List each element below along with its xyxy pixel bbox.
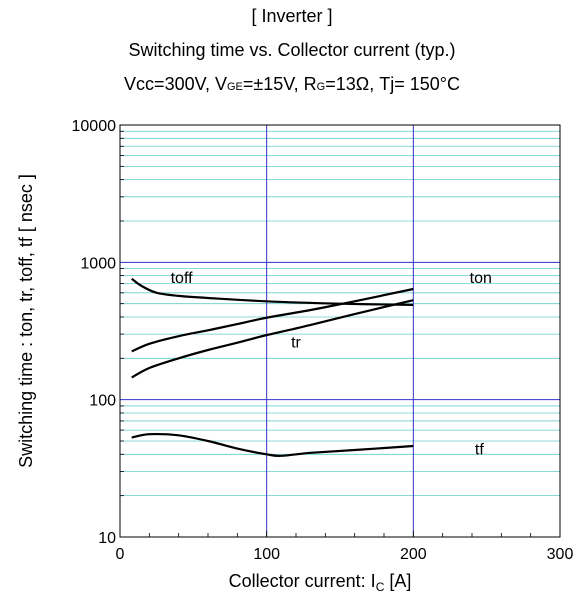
minor-grid xyxy=(120,130,560,497)
axis-ticks xyxy=(119,130,561,537)
chart-conditions: Vcc=300V, VGE=±15V, RG=13Ω, Tj= 150°C xyxy=(0,74,584,95)
series-label-toff: toff xyxy=(171,270,194,287)
series-label-ton: ton xyxy=(470,270,492,287)
x-tick-label: 300 xyxy=(547,546,574,563)
y-tick-label: 1000 xyxy=(80,255,116,272)
y-axis-label: Switching time : ton, tr, toff, tf [ nse… xyxy=(16,174,36,468)
cond-rg-val: =13Ω, Tj= 150°C xyxy=(325,74,460,94)
x-axis-label: Collector current: IC [A] xyxy=(229,571,412,594)
series-label-tr: tr xyxy=(291,335,301,352)
chart-subtitle: Switching time vs. Collector current (ty… xyxy=(128,40,456,60)
x-axis-label-main: Collector current: I xyxy=(229,571,376,591)
tick-labels: 0 100 200 300 10 100 1000 10000 xyxy=(72,118,574,563)
cond-rg-sub: G xyxy=(316,81,326,93)
series-label-tf: tf xyxy=(475,442,484,459)
x-tick-label: 100 xyxy=(253,546,280,563)
x-tick-label: 0 xyxy=(116,546,125,563)
cond-vcc: Vcc=300V, V xyxy=(124,74,227,94)
series-lines xyxy=(131,277,414,457)
x-axis-label-unit: [A] xyxy=(384,571,411,591)
y-tick-label: 10 xyxy=(98,530,116,547)
x-axis-label-sub: C xyxy=(376,580,385,594)
series-line-tr xyxy=(131,299,414,379)
cond-vge-val: =±15V, R xyxy=(242,74,317,94)
x-tick-label: 200 xyxy=(400,546,427,563)
cond-vge-sub: GE xyxy=(226,81,243,93)
chart-title: [ Inverter ] xyxy=(251,6,333,26)
y-tick-label: 10000 xyxy=(72,118,117,135)
series-line-ton xyxy=(131,287,414,353)
y-tick-label: 100 xyxy=(89,393,116,410)
plot-frame xyxy=(119,124,561,538)
series-labels: toff ton tr tf xyxy=(171,270,492,458)
major-grid xyxy=(120,125,560,537)
series-line-tf xyxy=(131,432,414,457)
